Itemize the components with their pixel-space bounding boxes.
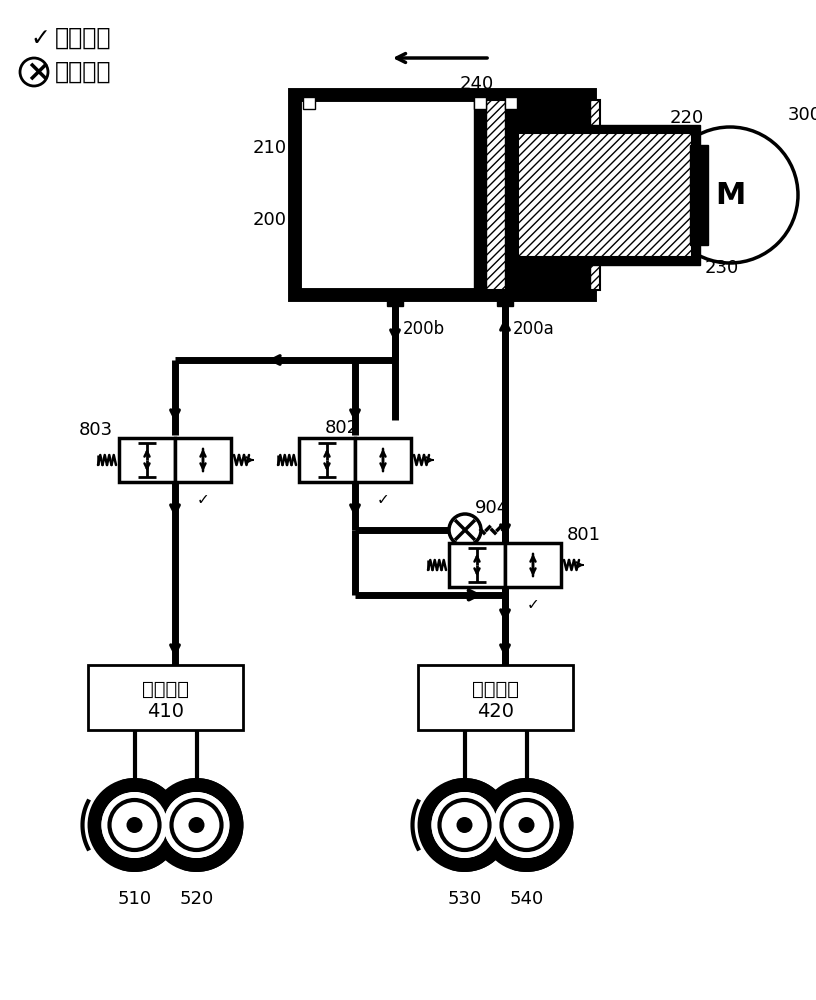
Text: 530: 530 bbox=[447, 890, 481, 908]
Bar bbox=[175, 438, 231, 482]
Circle shape bbox=[171, 800, 221, 850]
Bar bbox=[510, 125, 700, 265]
Text: 表示连通: 表示连通 bbox=[55, 26, 112, 50]
Text: ×: × bbox=[25, 57, 51, 87]
Bar bbox=[418, 665, 573, 730]
Bar bbox=[449, 543, 505, 587]
Text: 表示断开: 表示断开 bbox=[55, 60, 112, 84]
Text: 904: 904 bbox=[475, 499, 509, 517]
Circle shape bbox=[20, 58, 48, 86]
Bar bbox=[299, 438, 355, 482]
Bar bbox=[505, 95, 590, 295]
Bar bbox=[505, 543, 561, 587]
Circle shape bbox=[662, 127, 798, 263]
Text: ✓: ✓ bbox=[30, 26, 50, 50]
Text: 510: 510 bbox=[118, 890, 152, 908]
Bar bbox=[303, 97, 315, 109]
Circle shape bbox=[486, 785, 566, 865]
Circle shape bbox=[424, 785, 504, 865]
Circle shape bbox=[126, 817, 143, 833]
Text: 300: 300 bbox=[788, 106, 816, 124]
Text: 802: 802 bbox=[325, 419, 359, 437]
Text: 801: 801 bbox=[567, 526, 601, 544]
Text: 220: 220 bbox=[670, 109, 704, 127]
Text: 210: 210 bbox=[253, 139, 287, 157]
Circle shape bbox=[449, 514, 481, 546]
Text: 200a: 200a bbox=[513, 320, 555, 338]
Circle shape bbox=[502, 800, 552, 850]
Text: 200: 200 bbox=[253, 211, 287, 229]
Bar bbox=[518, 133, 692, 257]
Bar bbox=[505, 97, 517, 109]
Circle shape bbox=[440, 800, 490, 850]
Circle shape bbox=[95, 785, 175, 865]
Circle shape bbox=[188, 817, 205, 833]
Circle shape bbox=[163, 792, 229, 858]
Circle shape bbox=[109, 800, 159, 850]
Text: 制动回路: 制动回路 bbox=[472, 680, 519, 699]
Text: 540: 540 bbox=[509, 890, 543, 908]
Bar bbox=[497, 290, 513, 306]
Bar bbox=[303, 103, 488, 287]
Bar bbox=[355, 438, 411, 482]
Bar bbox=[474, 95, 486, 295]
Text: 803: 803 bbox=[79, 421, 113, 439]
Circle shape bbox=[157, 785, 237, 865]
Text: ✓: ✓ bbox=[526, 597, 539, 612]
Bar bbox=[119, 438, 175, 482]
Text: 520: 520 bbox=[180, 890, 214, 908]
Bar bbox=[480, 100, 600, 290]
Circle shape bbox=[101, 792, 167, 858]
Bar bbox=[295, 95, 590, 295]
Bar bbox=[474, 97, 486, 109]
Circle shape bbox=[494, 792, 560, 858]
Bar bbox=[88, 665, 243, 730]
Text: 240: 240 bbox=[460, 75, 494, 93]
Bar bbox=[387, 290, 403, 306]
Text: 420: 420 bbox=[477, 702, 514, 721]
Text: 200b: 200b bbox=[403, 320, 445, 338]
Circle shape bbox=[456, 817, 472, 833]
Bar bbox=[690, 145, 708, 245]
Text: 230: 230 bbox=[705, 259, 739, 277]
Text: 410: 410 bbox=[147, 702, 184, 721]
Circle shape bbox=[432, 792, 498, 858]
Text: ✓: ✓ bbox=[197, 492, 210, 507]
Circle shape bbox=[518, 817, 534, 833]
Text: ✓: ✓ bbox=[377, 492, 389, 507]
Text: 制动回路: 制动回路 bbox=[142, 680, 189, 699]
Text: M: M bbox=[715, 180, 745, 210]
